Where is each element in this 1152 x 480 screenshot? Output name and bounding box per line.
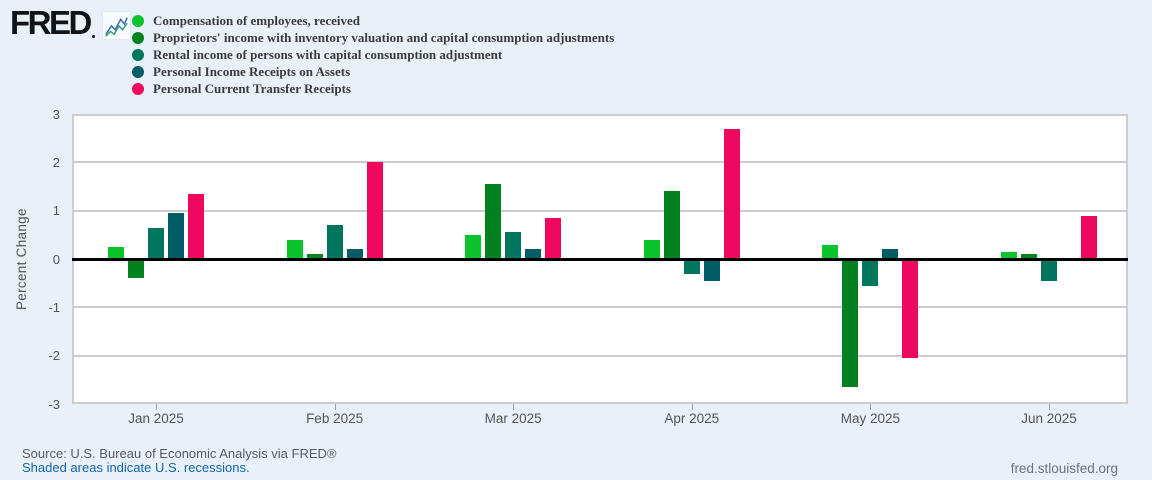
x-tick-label-jan-2025: Jan 2025 bbox=[128, 411, 184, 426]
legend-swatch-transfer-receipts bbox=[132, 82, 144, 95]
y-tick-label-3: 3 bbox=[52, 106, 60, 122]
bar-may-2025-compensation[interactable] bbox=[822, 244, 839, 259]
bar-jan-2025-proprietors-income[interactable] bbox=[128, 259, 144, 279]
y-tick-label-2: 2 bbox=[52, 154, 60, 170]
legend-label-proprietors-income: Proprietors' income with inventory valua… bbox=[153, 30, 615, 45]
y-gridline--1 bbox=[72, 306, 1128, 309]
y-gridline--2 bbox=[72, 354, 1128, 357]
x-tick-label-may-2025: May 2025 bbox=[840, 411, 901, 426]
legend-swatch-compensation bbox=[132, 14, 144, 27]
bar-mar-2025-transfer-receipts[interactable] bbox=[545, 217, 562, 259]
x-tick-mark-jan-2025 bbox=[156, 404, 157, 410]
x-tick-mark-apr-2025 bbox=[691, 404, 693, 410]
y-tick-label--1: -1 bbox=[48, 299, 60, 315]
legend-swatch-income-receipts-on-assets bbox=[132, 65, 144, 78]
bar-jun-2025-rental-income[interactable] bbox=[1041, 259, 1057, 281]
bar-jun-2025-transfer-receipts[interactable] bbox=[1081, 215, 1097, 259]
fred-logo-text: FRED bbox=[10, 4, 92, 41]
recession-note-link[interactable]: Shaded areas indicate U.S. recessions. bbox=[22, 460, 250, 475]
legend-label-compensation: Compensation of employees, received bbox=[153, 13, 361, 28]
bar-may-2025-proprietors-income[interactable] bbox=[842, 259, 859, 388]
bar-apr-2025-transfer-receipts[interactable] bbox=[723, 128, 740, 259]
plot-border-top bbox=[72, 114, 1128, 116]
bar-apr-2025-income-receipts-on-assets[interactable] bbox=[703, 259, 720, 281]
bar-mar-2025-compensation[interactable] bbox=[465, 234, 482, 259]
bar-apr-2025-compensation[interactable] bbox=[643, 239, 660, 259]
x-tick-label-mar-2025: Mar 2025 bbox=[484, 411, 542, 426]
bar-feb-2025-proprietors-income[interactable] bbox=[306, 254, 323, 259]
y-tick-label-1: 1 bbox=[52, 203, 60, 219]
y-tick-label-0: 0 bbox=[52, 251, 60, 267]
legend-item-income-receipts-on-assets: Personal Income Receipts on Assets bbox=[132, 63, 614, 80]
legend-item-transfer-receipts: Personal Current Transfer Receipts bbox=[132, 80, 614, 97]
bar-mar-2025-proprietors-income[interactable] bbox=[485, 184, 502, 259]
bar-jan-2025-compensation[interactable] bbox=[108, 246, 124, 259]
legend-label-transfer-receipts: Personal Current Transfer Receipts bbox=[153, 81, 351, 96]
plot-border-bottom bbox=[72, 402, 1128, 404]
zero-line bbox=[72, 257, 1128, 261]
fred-logo[interactable]: FRED bbox=[10, 4, 131, 42]
x-tick-mark-feb-2025 bbox=[334, 404, 336, 410]
fred-sparkline-icon bbox=[101, 11, 131, 40]
bar-feb-2025-compensation[interactable] bbox=[286, 239, 303, 259]
source-attribution: Source: U.S. Bureau of Economic Analysis… bbox=[22, 446, 337, 461]
y-gridline-1 bbox=[72, 209, 1128, 212]
x-tick-label-feb-2025: Feb 2025 bbox=[306, 411, 364, 426]
x-tick-mark-jun-2025 bbox=[1049, 404, 1050, 410]
x-tick-mark-mar-2025 bbox=[513, 404, 515, 410]
y-gridline-2 bbox=[72, 161, 1128, 164]
bar-jun-2025-compensation[interactable] bbox=[1001, 251, 1017, 259]
bar-jan-2025-rental-income[interactable] bbox=[148, 227, 164, 259]
bar-feb-2025-transfer-receipts[interactable] bbox=[366, 162, 383, 259]
bar-chart-plot-area bbox=[72, 114, 1128, 404]
chart-legend: Compensation of employees, received Propr… bbox=[132, 12, 614, 97]
bar-jun-2025-proprietors-income[interactable] bbox=[1021, 254, 1037, 259]
x-tick-label-apr-2025: Apr 2025 bbox=[664, 411, 720, 426]
legend-item-rental-income: Rental income of persons with capital co… bbox=[132, 46, 614, 63]
legend-label-rental-income: Rental income of persons with capital co… bbox=[153, 47, 503, 62]
bar-jan-2025-income-receipts-on-assets[interactable] bbox=[168, 213, 184, 259]
legend-swatch-proprietors-income bbox=[132, 31, 144, 44]
bar-may-2025-rental-income[interactable] bbox=[862, 259, 879, 286]
x-tick-mark-may-2025 bbox=[870, 404, 872, 410]
x-tick-label-jun-2025: Jun 2025 bbox=[1021, 411, 1077, 426]
bar-may-2025-transfer-receipts[interactable] bbox=[902, 259, 919, 359]
legend-label-income-receipts-on-assets: Personal Income Receipts on Assets bbox=[153, 64, 351, 79]
bar-mar-2025-rental-income[interactable] bbox=[505, 232, 522, 259]
y-tick-label--3: -3 bbox=[48, 396, 60, 412]
legend-item-compensation: Compensation of employees, received bbox=[132, 12, 614, 29]
fred-site-link[interactable]: fred.stlouisfed.org bbox=[1010, 461, 1118, 476]
legend-item-proprietors-income: Proprietors' income with inventory valua… bbox=[132, 29, 614, 46]
bar-mar-2025-income-receipts-on-assets[interactable] bbox=[525, 249, 542, 259]
fred-logo-trademark-dot bbox=[91, 35, 95, 38]
bar-feb-2025-income-receipts-on-assets[interactable] bbox=[346, 249, 363, 259]
bar-feb-2025-rental-income[interactable] bbox=[326, 225, 343, 259]
bar-apr-2025-rental-income[interactable] bbox=[683, 259, 700, 274]
bar-may-2025-income-receipts-on-assets[interactable] bbox=[882, 249, 899, 259]
bar-jan-2025-transfer-receipts[interactable] bbox=[188, 193, 204, 259]
legend-swatch-rental-income bbox=[132, 48, 144, 61]
y-tick-label--2: -2 bbox=[48, 348, 60, 364]
bar-apr-2025-proprietors-income[interactable] bbox=[663, 191, 680, 259]
